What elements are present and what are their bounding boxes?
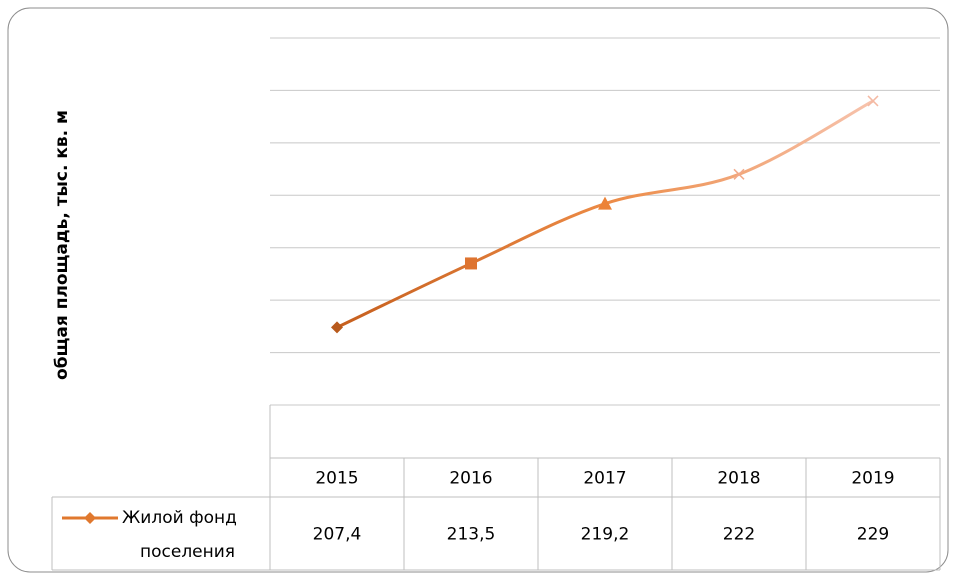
table-value: 229 — [857, 525, 889, 545]
x-tick-label: 2018 — [717, 469, 760, 489]
marker — [733, 168, 745, 180]
frame — [7, 7, 949, 573]
y-axis-label: общая площадь, тыс. кв. м — [52, 110, 72, 380]
x-tick-label: 2015 — [315, 469, 358, 489]
x-tick-label: 2016 — [449, 469, 492, 489]
series-line — [336, 99, 874, 329]
table-value: 207,4 — [313, 525, 362, 545]
table-value: 219,2 — [581, 525, 630, 545]
marker — [331, 321, 343, 334]
table-value: 222 — [723, 525, 755, 545]
marker — [465, 257, 477, 270]
marker — [598, 196, 612, 210]
legend-marker — [84, 512, 96, 524]
table-value: 213,5 — [447, 525, 496, 545]
legend-label: Жилой фонд поселения — [122, 508, 237, 562]
marker — [867, 95, 879, 107]
x-tick-label: 2019 — [851, 469, 894, 489]
x-tick-label: 2017 — [583, 469, 626, 489]
